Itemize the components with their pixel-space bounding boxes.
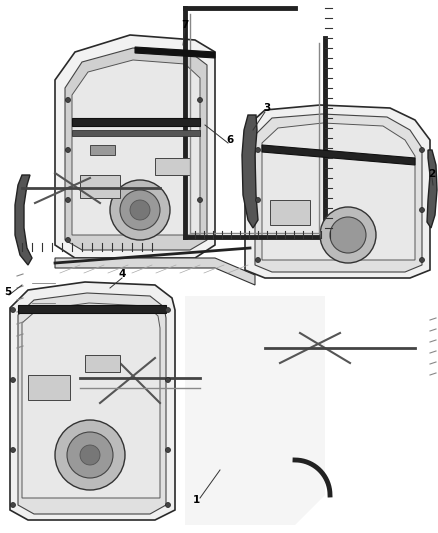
Circle shape bbox=[420, 257, 424, 262]
Polygon shape bbox=[10, 282, 175, 520]
Polygon shape bbox=[18, 293, 166, 514]
Polygon shape bbox=[18, 305, 166, 313]
Circle shape bbox=[110, 180, 170, 240]
Circle shape bbox=[67, 432, 113, 478]
Circle shape bbox=[11, 448, 15, 453]
Circle shape bbox=[11, 377, 15, 383]
Circle shape bbox=[255, 198, 261, 203]
Polygon shape bbox=[135, 47, 215, 58]
Polygon shape bbox=[65, 48, 207, 250]
Polygon shape bbox=[262, 145, 415, 165]
Polygon shape bbox=[55, 258, 255, 285]
Polygon shape bbox=[242, 115, 258, 228]
Polygon shape bbox=[185, 296, 325, 525]
Polygon shape bbox=[72, 60, 200, 235]
Polygon shape bbox=[80, 175, 120, 198]
Circle shape bbox=[120, 190, 160, 230]
Polygon shape bbox=[15, 175, 32, 265]
Circle shape bbox=[166, 448, 170, 453]
Polygon shape bbox=[270, 200, 310, 225]
Circle shape bbox=[198, 198, 202, 203]
Circle shape bbox=[66, 238, 71, 243]
Polygon shape bbox=[72, 130, 200, 136]
Circle shape bbox=[166, 308, 170, 312]
Text: 6: 6 bbox=[226, 135, 233, 145]
Circle shape bbox=[55, 420, 125, 490]
Polygon shape bbox=[72, 118, 200, 126]
Circle shape bbox=[66, 98, 71, 102]
Text: 2: 2 bbox=[428, 169, 436, 179]
Circle shape bbox=[420, 207, 424, 213]
Polygon shape bbox=[245, 105, 430, 278]
Text: 7: 7 bbox=[181, 20, 189, 30]
Text: 5: 5 bbox=[4, 287, 12, 297]
Circle shape bbox=[11, 308, 15, 312]
Text: 3: 3 bbox=[263, 103, 271, 113]
Circle shape bbox=[66, 198, 71, 203]
Polygon shape bbox=[427, 150, 437, 228]
Polygon shape bbox=[85, 355, 120, 372]
Circle shape bbox=[11, 503, 15, 507]
Polygon shape bbox=[22, 303, 160, 498]
Circle shape bbox=[320, 207, 376, 263]
Circle shape bbox=[255, 257, 261, 262]
Polygon shape bbox=[155, 158, 190, 175]
Circle shape bbox=[130, 200, 150, 220]
Circle shape bbox=[330, 217, 366, 253]
Polygon shape bbox=[55, 35, 215, 258]
Polygon shape bbox=[28, 375, 70, 400]
Circle shape bbox=[255, 148, 261, 152]
Circle shape bbox=[198, 98, 202, 102]
Polygon shape bbox=[90, 145, 115, 155]
Text: 1: 1 bbox=[192, 495, 200, 505]
Circle shape bbox=[80, 445, 100, 465]
Circle shape bbox=[166, 503, 170, 507]
Circle shape bbox=[166, 377, 170, 383]
Circle shape bbox=[420, 148, 424, 152]
Polygon shape bbox=[255, 114, 422, 272]
Text: 4: 4 bbox=[118, 269, 126, 279]
Circle shape bbox=[66, 148, 71, 152]
Polygon shape bbox=[262, 123, 415, 260]
